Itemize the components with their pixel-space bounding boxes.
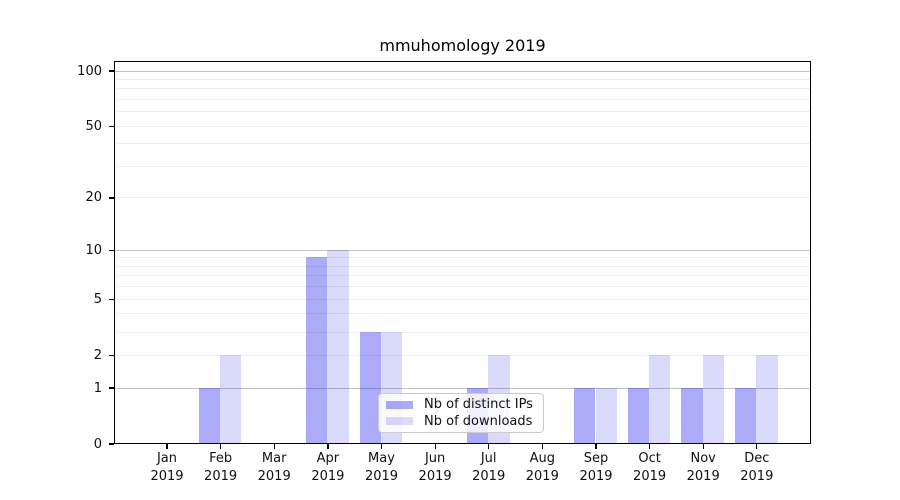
- x-tick-mark: [327, 444, 329, 449]
- bar-distinct-ips: [359, 331, 381, 444]
- gridline-minor: [115, 125, 810, 127]
- x-tick-mark: [273, 444, 275, 449]
- x-tick-label: May 2019: [364, 451, 399, 485]
- gridline-minor: [115, 99, 810, 100]
- bar-downloads: [756, 354, 778, 444]
- x-tick-mark: [702, 444, 704, 449]
- legend-label: Nb of downloads: [424, 413, 533, 429]
- gridline-minor: [115, 197, 810, 199]
- y-tick-mark: [108, 70, 114, 72]
- x-tick-label: Jun 2019: [418, 451, 452, 485]
- x-tick-mark: [380, 444, 383, 449]
- x-tick-label: Mar 2019: [257, 451, 291, 485]
- y-tick-label: 100: [77, 63, 102, 79]
- bar-downloads: [220, 354, 242, 444]
- x-tick-label: Aug 2019: [525, 451, 559, 485]
- x-tick-mark: [649, 444, 651, 449]
- y-tick-mark: [108, 125, 114, 127]
- bar-distinct-ips: [306, 257, 328, 444]
- gridline-minor: [115, 143, 810, 145]
- gridline-minor: [115, 298, 810, 300]
- gridline-minor: [115, 354, 810, 356]
- x-tick-label: Jan 2019: [150, 451, 184, 485]
- bar-distinct-ips: [627, 387, 650, 444]
- y-tick-mark: [108, 298, 114, 300]
- bar-downloads: [595, 387, 617, 444]
- x-tick-mark: [541, 444, 543, 449]
- y-tick-mark: [108, 387, 114, 389]
- x-tick-mark: [595, 444, 597, 449]
- y-tick-label: 10: [85, 242, 102, 258]
- gridline-minor: [115, 286, 810, 288]
- gridline-minor: [115, 111, 810, 113]
- gridline-minor: [115, 313, 810, 315]
- bar-distinct-ips: [198, 387, 221, 444]
- legend: Nb of distinct IPs Nb of downloads: [378, 393, 544, 433]
- gridline-minor: [115, 331, 810, 333]
- y-tick-mark: [108, 443, 114, 445]
- bar-downloads: [649, 354, 671, 444]
- plot-area: [114, 61, 811, 444]
- y-tick-label: 2: [93, 347, 102, 363]
- gridline-major: [115, 70, 810, 72]
- bar-downloads: [702, 354, 725, 444]
- bar-distinct-ips: [574, 387, 596, 444]
- gridline-major: [115, 249, 810, 251]
- x-tick-label: Feb 2019: [204, 451, 238, 485]
- x-tick-mark: [166, 444, 168, 449]
- chart-title: mmuhomology 2019: [379, 36, 546, 55]
- y-tick-mark: [108, 249, 114, 251]
- gridline-minor: [115, 78, 810, 80]
- bar-downloads: [327, 249, 349, 444]
- gridline-minor: [115, 265, 810, 267]
- x-tick-label: Jul 2019: [472, 451, 506, 485]
- legend-row: Nb of distinct IPs: [386, 397, 537, 412]
- bar-distinct-ips: [681, 387, 703, 444]
- y-tick-label: 1: [93, 380, 102, 396]
- y-tick-label: 20: [85, 190, 102, 206]
- y-tick-label: 0: [93, 436, 102, 452]
- x-tick-label: Nov 2019: [686, 451, 720, 485]
- x-tick-mark: [434, 444, 436, 449]
- x-tick-label: Oct 2019: [633, 451, 667, 485]
- gridline-minor: [115, 166, 810, 167]
- gridline-major: [115, 387, 810, 389]
- x-tick-label: Apr 2019: [311, 451, 345, 485]
- bar-distinct-ips: [734, 387, 757, 444]
- gridline-minor: [115, 88, 810, 90]
- x-tick-mark: [756, 444, 758, 449]
- x-tick-label: Dec 2019: [740, 451, 774, 485]
- x-tick-mark: [488, 444, 490, 449]
- legend-row: Nb of downloads: [386, 414, 537, 429]
- legend-swatch-distinct-ips: [386, 401, 413, 409]
- gridline-minor: [115, 275, 810, 277]
- gridline-minor: [115, 257, 810, 259]
- x-tick-mark: [220, 444, 222, 449]
- y-tick-mark: [108, 354, 114, 356]
- y-tick-label: 5: [93, 291, 102, 307]
- legend-swatch-downloads: [386, 417, 413, 425]
- y-tick-label: 50: [85, 118, 102, 134]
- y-tick-mark: [108, 197, 114, 199]
- x-tick-label: Sep 2019: [579, 451, 613, 485]
- legend-label: Nb of distinct IPs: [424, 397, 533, 413]
